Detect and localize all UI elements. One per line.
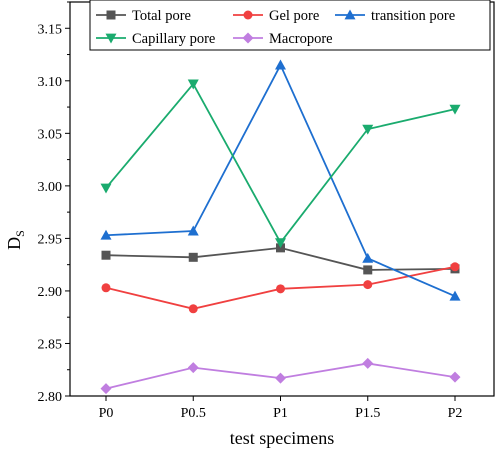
legend-box: [89, 0, 491, 51]
y-tick-label: 3.00: [38, 180, 63, 195]
legend-label: Macropore: [269, 31, 333, 47]
legend-swatch-marker: [105, 33, 117, 44]
series-line-transition-pore: [105, 62, 456, 298]
series-macropore: [100, 357, 461, 395]
data-point-transition-pore: [187, 225, 199, 236]
data-point-gel-pore: [450, 262, 460, 272]
y-tick-label: 2.95: [38, 232, 63, 247]
data-point-capillary-pore: [100, 183, 112, 194]
data-point-total-pore: [101, 250, 111, 260]
series-transition-pore: [100, 59, 461, 301]
data-point-total-pore: [363, 265, 373, 275]
y-tick-label: 3.15: [38, 22, 63, 37]
data-point-macropore: [100, 383, 112, 395]
data-point-gel-pore: [363, 280, 373, 290]
x-tick-label: P0.5: [181, 406, 206, 421]
legend-item-capillary-pore: Capillary pore: [96, 31, 215, 47]
legend-label: Capillary pore: [132, 31, 215, 47]
y-axis-title-main: D: [4, 237, 24, 250]
data-point-capillary-pore: [275, 238, 286, 249]
data-point-gel-pore: [101, 283, 111, 293]
data-point-transition-pore: [362, 252, 374, 263]
x-tick-label: P1.5: [355, 406, 380, 421]
svg-text:DS: DS: [4, 230, 27, 250]
legend-label: Gel pore: [269, 8, 319, 24]
data-point-transition-pore: [449, 290, 461, 301]
x-axis-title: test specimens: [230, 428, 334, 448]
series-gel-pore: [101, 262, 460, 314]
y-tick-label: 2.80: [38, 390, 63, 405]
x-tick-label: P1: [273, 406, 288, 421]
legend-item-transition-pore: transition pore: [335, 8, 455, 24]
y-axis-title-sub: S: [13, 230, 27, 237]
series-capillary-pore: [100, 79, 461, 249]
y-axis-title: DS: [4, 230, 27, 250]
data-point-gel-pore: [188, 304, 198, 314]
y-tick-label: 2.90: [38, 285, 63, 300]
data-point-macropore: [449, 371, 461, 383]
legend-item-macropore: Macropore: [233, 31, 333, 47]
x-axis: P0 P0.5 P1 P1.5 P2: [99, 396, 463, 421]
data-point-gel-pore: [276, 284, 285, 294]
x-tick-label: P2: [448, 406, 463, 421]
data-point-macropore: [275, 372, 286, 384]
y-tick-label: 3.10: [38, 75, 63, 90]
plot-frame: [69, 1, 495, 397]
legend-swatch-marker: [243, 10, 253, 20]
data-point-total-pore: [188, 252, 198, 262]
series-line-capillary-pore: [105, 82, 456, 245]
legend-swatch-marker: [242, 32, 254, 44]
legend-swatch-marker: [344, 9, 356, 20]
data-point-macropore: [362, 357, 374, 369]
data-point-macropore: [187, 362, 199, 374]
x-tick-label: P0: [99, 406, 114, 421]
data-point-capillary-pore: [362, 124, 374, 135]
data-point-transition-pore: [275, 59, 286, 70]
y-tick-label: 3.05: [38, 127, 63, 142]
legend-item-total-pore: Total pore: [96, 8, 191, 24]
y-tick-label: 2.85: [38, 337, 63, 352]
data-point-capillary-pore: [187, 79, 199, 90]
series-layer: [100, 59, 461, 395]
legend-item-gel-pore: Gel pore: [233, 8, 319, 24]
legend: Total pore Gel pore transition pore Capilla…: [89, 0, 491, 51]
data-point-capillary-pore: [449, 104, 461, 115]
data-point-transition-pore: [100, 229, 112, 240]
y-axis: 2.80 2.85 2.90 2.95 3.00 3.05 3.10 3.15: [38, 1, 70, 405]
legend-swatch-marker: [106, 10, 116, 20]
legend-label: transition pore: [371, 8, 455, 24]
legend-label: Total pore: [132, 8, 191, 24]
